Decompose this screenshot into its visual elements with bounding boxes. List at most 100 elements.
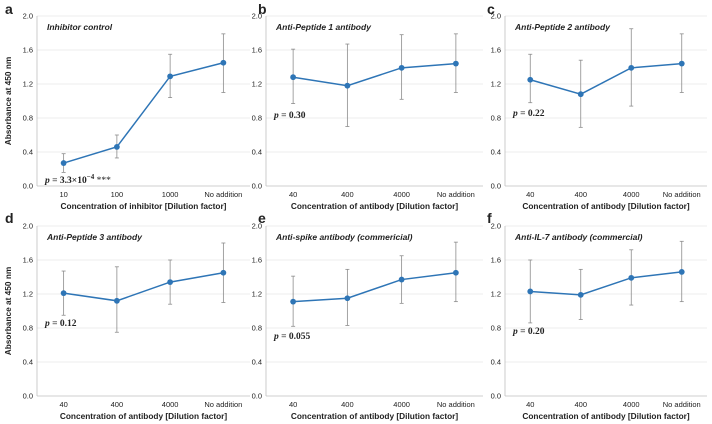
data-point xyxy=(527,288,534,295)
panel-b: b 0.0 0.4 0.8 1.2 1.6 2.0 40 400 4000 No addition C… xyxy=(252,1,483,211)
p-exponent: −4 xyxy=(87,173,95,181)
data-point xyxy=(344,295,351,302)
x-tick-label: 400 xyxy=(341,190,354,199)
data-point xyxy=(60,160,67,166)
y-tick-label: 0.8 xyxy=(252,324,262,333)
y-tick-label: 0.4 xyxy=(491,148,501,157)
x-axis-label: Concentration of antibody [Dilution fact… xyxy=(522,411,690,421)
y-tick-label: 0.8 xyxy=(491,114,501,123)
y-tick-label: 0.8 xyxy=(23,324,33,333)
y-tick-label: 0.4 xyxy=(252,148,262,157)
y-tick-label: 2.0 xyxy=(491,12,501,21)
panel-title: Anti-Peptide 3 antibody xyxy=(46,232,143,242)
y-tick-label: 0.0 xyxy=(252,392,262,401)
data-point xyxy=(527,76,534,83)
y-tick-label: 1.6 xyxy=(23,46,33,55)
data-point xyxy=(398,276,405,283)
y-tick-label: 0.0 xyxy=(252,182,262,191)
data-point xyxy=(113,144,120,150)
series-line xyxy=(63,62,224,164)
y-tick-label: 1.6 xyxy=(491,46,501,55)
gridlines xyxy=(37,15,250,153)
series-line xyxy=(63,272,224,302)
x-tick-label: No addition xyxy=(437,400,475,409)
series-line xyxy=(530,62,682,96)
x-tick-label: 4000 xyxy=(393,400,410,409)
y-tick-label: 2.0 xyxy=(252,222,262,231)
p-value: 0.055 xyxy=(289,332,311,342)
panel-title: Anti-spike antibody (commericial) xyxy=(275,232,413,242)
data-point xyxy=(60,290,67,297)
y-tick-label: 1.2 xyxy=(23,290,33,299)
x-axis-label: Concentration of antibody [Dilution fact… xyxy=(291,201,459,211)
p-equals: = xyxy=(50,319,60,329)
data-point xyxy=(678,269,685,275)
data-point xyxy=(398,64,405,71)
y-tick-label: 2.0 xyxy=(491,222,501,231)
y-tick-label: 1.2 xyxy=(252,290,262,299)
data-point xyxy=(678,60,685,67)
y-tick-label: 0.4 xyxy=(23,148,33,157)
data-point xyxy=(577,91,584,98)
y-tick-label: 1.6 xyxy=(23,256,33,265)
p-value-annotation: p = 0.22 xyxy=(512,109,545,119)
x-tick-label: No addition xyxy=(663,190,701,199)
x-tick-label: No addition xyxy=(204,400,242,409)
p-value: 0.20 xyxy=(528,327,545,337)
y-tick-label: 1.2 xyxy=(491,80,501,89)
x-tick-label: No addition xyxy=(437,190,475,199)
panel-letter: f xyxy=(487,210,492,226)
panel-letter: a xyxy=(5,1,13,17)
data-point xyxy=(113,297,120,304)
x-axis-label: Concentration of antibody [Dilution fact… xyxy=(291,411,459,421)
x-tick-label: 400 xyxy=(574,400,587,409)
p-value: 0.30 xyxy=(289,111,306,121)
error-bars xyxy=(291,241,458,327)
x-tick-label: No addition xyxy=(204,190,242,199)
p-value: 0.12 xyxy=(60,319,77,329)
data-point xyxy=(344,82,351,89)
data-point xyxy=(577,291,584,298)
panel-title: Anti-Peptide 1 antibody xyxy=(275,22,372,32)
x-axis-label: Concentration of antibody [Dilution fact… xyxy=(60,411,228,421)
p-equals: = xyxy=(518,109,528,119)
data-point xyxy=(167,73,174,80)
data-point xyxy=(628,274,635,281)
x-tick-label: 40 xyxy=(526,400,534,409)
panel-letter: c xyxy=(487,1,495,17)
data-point xyxy=(220,59,227,66)
p-symbol: p xyxy=(512,109,518,119)
x-tick-label: 4000 xyxy=(623,400,640,409)
panel-letter: b xyxy=(258,1,267,17)
significance-stars: *** xyxy=(94,176,111,186)
p-value: 3.3×10 xyxy=(60,176,87,186)
x-tick-label: 40 xyxy=(289,400,297,409)
y-tick-label: 0.8 xyxy=(23,114,33,123)
data-point xyxy=(628,64,635,71)
p-equals: = xyxy=(279,332,289,342)
y-tick-label: 1.6 xyxy=(252,46,262,55)
x-axis-label: Concentration of antibody [Dilution fact… xyxy=(522,201,690,211)
panels: a 0.0 0.4 0.8 1.2 1.6 2.0 10 100 1000 No addition C… xyxy=(3,1,707,421)
data-point xyxy=(220,269,227,276)
p-value-annotation: p = 3.3×10−4 *** xyxy=(44,173,111,186)
panel-letter: e xyxy=(258,210,266,226)
x-tick-label: 100 xyxy=(111,190,124,199)
x-tick-label: 400 xyxy=(341,400,354,409)
panel-title: Inhibitor control xyxy=(47,22,113,32)
error-bars xyxy=(528,240,684,324)
x-tick-label: 40 xyxy=(59,400,67,409)
p-value-annotation: p = 0.055 xyxy=(273,332,311,342)
p-symbol: p xyxy=(273,111,279,121)
y-tick-label: 1.2 xyxy=(23,80,33,89)
data-point xyxy=(290,298,297,305)
panel-a: a 0.0 0.4 0.8 1.2 1.6 2.0 10 100 1000 No addition C… xyxy=(3,1,250,211)
series-line xyxy=(293,272,456,303)
p-symbol: p xyxy=(273,332,279,342)
y-tick-label: 1.6 xyxy=(252,256,262,265)
gridlines xyxy=(505,15,707,153)
x-tick-label: 40 xyxy=(289,190,297,199)
x-tick-label: 4000 xyxy=(623,190,640,199)
y-tick-label: 0.0 xyxy=(23,182,33,191)
x-tick-label: 10 xyxy=(59,190,67,199)
